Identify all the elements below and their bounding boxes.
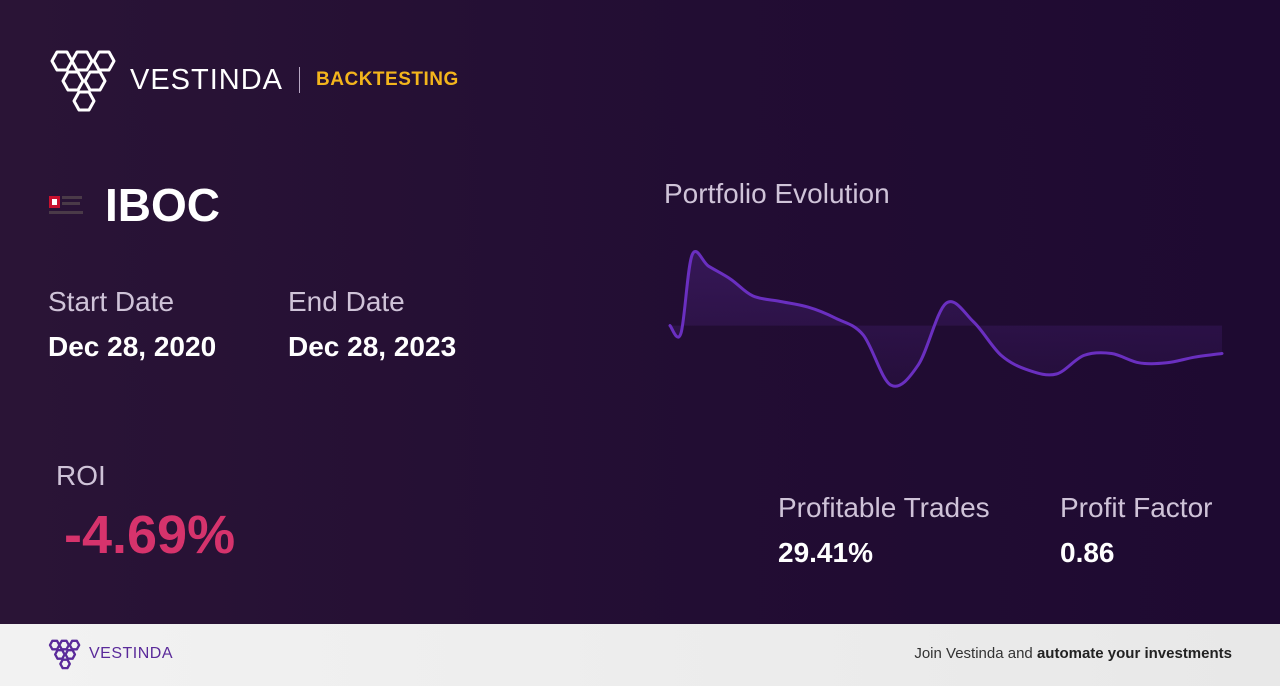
vestinda-logo-icon (50, 50, 116, 112)
section-label: BACKTESTING (316, 69, 459, 90)
asset-header: IBOC (49, 178, 220, 232)
profitable-trades-label: Profitable Trades (778, 492, 990, 523)
footer-brand-name: VESTINDA (89, 645, 174, 662)
backtest-card: VESTINDA BACKTESTING IBOC Start Date Dec… (0, 0, 1280, 624)
roi-label: ROI (56, 460, 106, 491)
footer: VESTINDA Join Vestinda and automate your… (0, 624, 1280, 686)
vestinda-logo-icon (48, 639, 81, 670)
profitable-trades-value: 29.41% (778, 537, 873, 568)
portfolio-chart (668, 249, 1224, 388)
start-date-value: Dec 28, 2020 (48, 331, 217, 362)
bank-logo-icon (49, 196, 83, 214)
profit-factor-value: 0.86 (1060, 537, 1115, 568)
start-date-label: Start Date (48, 286, 175, 317)
chart-series-line (668, 249, 1224, 388)
header-logo: VESTINDA BACKTESTING (48, 46, 459, 114)
footer-cta[interactable]: Join Vestinda and automate your investme… (914, 645, 1232, 662)
header-divider (299, 67, 301, 93)
footer-logo[interactable]: VESTINDA (48, 638, 173, 670)
end-date-label: End Date (288, 286, 405, 317)
brand-name: VESTINDA (130, 63, 284, 96)
chart-area-fill (670, 251, 1222, 387)
footer-cta-bold: automate your investments (1036, 645, 1232, 662)
chart-title: Portfolio Evolution (664, 178, 890, 209)
end-date-value: Dec 28, 2023 (288, 331, 457, 362)
profit-factor-label: Profit Factor (1060, 492, 1213, 523)
ticker-symbol: IBOC (105, 179, 220, 231)
footer-cta-prefix: Join Vestinda and (914, 645, 1037, 662)
roi-value: -4.69% (64, 505, 236, 565)
